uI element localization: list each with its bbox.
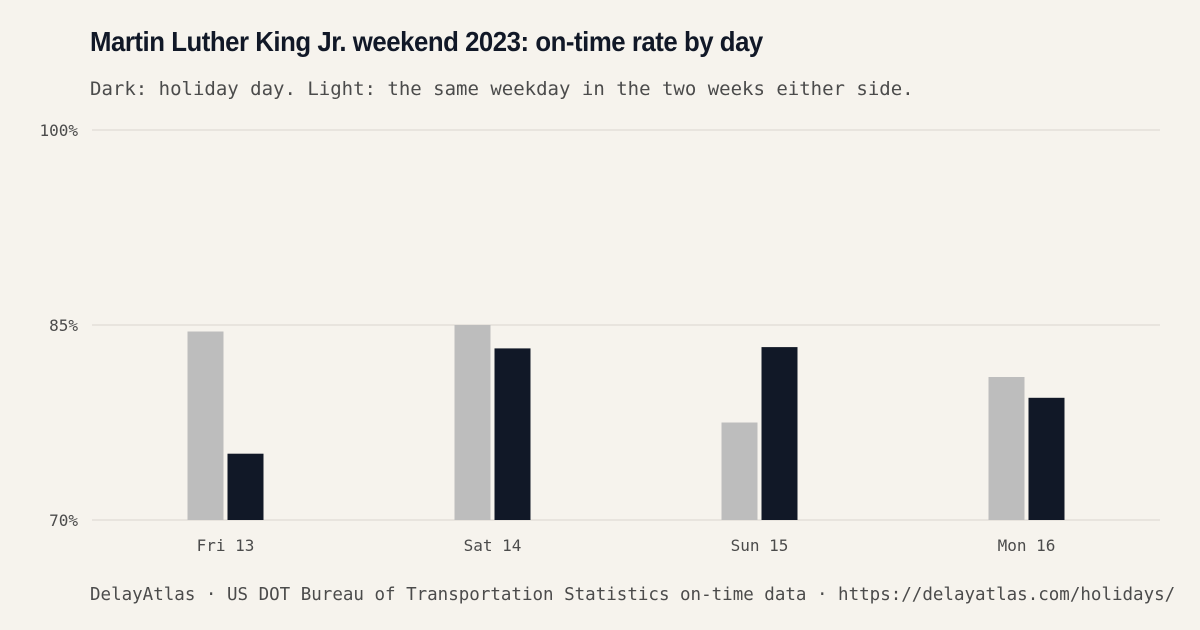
bar-holiday bbox=[1028, 397, 1065, 520]
x-tick-label: Fri 13 bbox=[197, 536, 255, 555]
bar-holiday bbox=[227, 453, 264, 520]
bar-holiday bbox=[761, 347, 798, 520]
y-tick-label: 100% bbox=[39, 121, 78, 140]
bar-holiday bbox=[494, 348, 531, 520]
bar-baseline bbox=[454, 325, 491, 520]
bar-baseline bbox=[187, 331, 224, 520]
chart-subtitle: Dark: holiday day. Light: the same weekd… bbox=[90, 78, 914, 100]
bar-baseline bbox=[721, 422, 758, 520]
x-tick-label: Sat 14 bbox=[464, 536, 522, 555]
x-tick-label: Sun 15 bbox=[731, 536, 789, 555]
chart-title: Martin Luther King Jr. weekend 2023: on-… bbox=[90, 26, 763, 57]
y-tick-label: 85% bbox=[49, 316, 78, 335]
x-tick-label: Mon 16 bbox=[998, 536, 1056, 555]
y-tick-label: 70% bbox=[49, 511, 78, 530]
bar-baseline bbox=[988, 377, 1025, 520]
source-footer: DelayAtlas · US DOT Bureau of Transporta… bbox=[90, 585, 1176, 605]
